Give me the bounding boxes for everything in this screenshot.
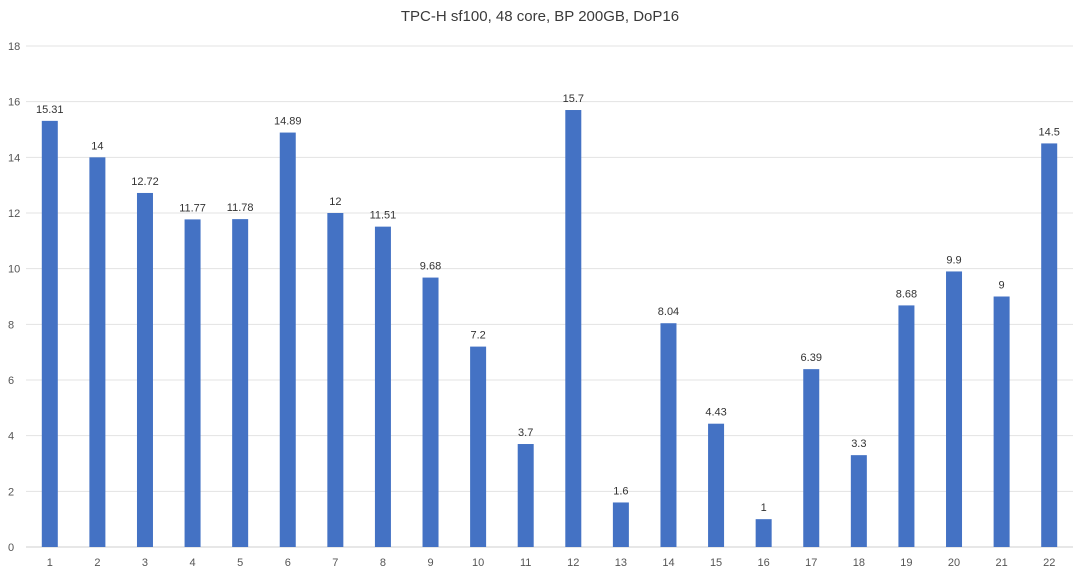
x-tick-label: 18 xyxy=(853,557,865,569)
bar-9 xyxy=(422,277,439,547)
x-tick-label: 9 xyxy=(427,557,433,569)
data-label: 9.68 xyxy=(420,261,441,273)
bar-7 xyxy=(327,213,344,547)
bar-18 xyxy=(850,455,867,547)
y-tick-label: 0 xyxy=(8,542,14,554)
data-label: 14 xyxy=(91,140,103,152)
bar-11 xyxy=(517,444,534,547)
x-tick-label: 17 xyxy=(805,557,817,569)
data-label: 3.7 xyxy=(518,427,533,439)
y-tick-label: 2 xyxy=(8,486,14,498)
x-axis: 1 2 3 4 5 6 7 8 9 10 11 12 13 14 15 16 17 18 19 20 21 22 xyxy=(47,557,1056,569)
bar-12 xyxy=(565,110,582,548)
y-tick-label: 4 xyxy=(8,431,14,443)
bar-17 xyxy=(803,369,820,547)
data-label: 8.68 xyxy=(896,288,917,300)
data-label: 12 xyxy=(329,196,341,208)
bar-16 xyxy=(755,519,772,547)
data-label: 6.39 xyxy=(801,352,822,364)
bar-21 xyxy=(993,296,1010,547)
bar-14 xyxy=(660,323,677,547)
bar-8 xyxy=(374,226,391,547)
y-tick-label: 14 xyxy=(8,152,20,164)
bar-10 xyxy=(470,346,487,547)
x-tick-label: 15 xyxy=(710,557,722,569)
chart-title: TPC-H sf100, 48 core, BP 200GB, DoP16 xyxy=(400,8,680,25)
data-label: 15.31 xyxy=(36,104,64,116)
data-label: 9 xyxy=(999,280,1005,292)
x-tick-label: 22 xyxy=(1043,557,1055,569)
x-tick-label: 16 xyxy=(758,557,770,569)
bar-1 xyxy=(41,120,58,547)
bar-15 xyxy=(708,423,725,547)
bar-4 xyxy=(184,219,201,547)
data-label: 14.89 xyxy=(274,116,302,128)
data-label: 9.9 xyxy=(946,254,961,266)
y-tick-label: 16 xyxy=(8,97,20,109)
x-tick-label: 11 xyxy=(520,557,531,569)
y-tick-label: 8 xyxy=(8,319,14,331)
x-tick-label: 5 xyxy=(237,557,243,569)
x-tick-label: 7 xyxy=(332,557,338,569)
y-tick-label: 12 xyxy=(8,208,20,220)
data-label: 8.04 xyxy=(658,306,679,318)
data-label: 3.3 xyxy=(851,438,866,450)
data-label: 14.5 xyxy=(1038,126,1059,138)
data-label: 12.72 xyxy=(131,176,159,188)
bar-6 xyxy=(279,132,296,548)
bars xyxy=(41,110,1058,548)
data-label: 7.2 xyxy=(470,330,485,342)
y-tick-label: 18 xyxy=(8,41,20,53)
bar-20 xyxy=(946,271,963,547)
x-tick-label: 2 xyxy=(94,557,100,569)
bar-13 xyxy=(612,502,629,547)
data-label: 1.6 xyxy=(613,485,628,497)
x-tick-label: 12 xyxy=(567,557,579,569)
data-label: 4.43 xyxy=(705,407,726,419)
data-label: 11.51 xyxy=(370,210,397,222)
data-label: 1 xyxy=(761,502,767,514)
x-tick-label: 1 xyxy=(47,557,53,569)
bar-19 xyxy=(898,305,915,547)
bar-3 xyxy=(136,192,153,547)
data-label: 15.7 xyxy=(563,93,584,105)
x-tick-label: 10 xyxy=(472,557,484,569)
bar-2 xyxy=(89,157,106,548)
x-tick-label: 4 xyxy=(190,557,196,569)
data-labels: 15.31 14 12.72 11.77 11.78 14.89 12 11.51 9.68 7.… xyxy=(36,93,1060,514)
data-label: 11.78 xyxy=(227,202,254,214)
data-label: 11.77 xyxy=(179,202,206,214)
bar-22 xyxy=(1041,143,1058,547)
y-tick-label: 10 xyxy=(8,264,20,276)
x-tick-label: 6 xyxy=(285,557,291,569)
x-tick-label: 20 xyxy=(948,557,960,569)
x-tick-label: 19 xyxy=(900,557,912,569)
x-tick-label: 8 xyxy=(380,557,386,569)
y-axis: 0 2 4 6 8 10 12 14 16 18 xyxy=(8,41,20,554)
x-tick-label: 3 xyxy=(142,557,148,569)
y-tick-label: 6 xyxy=(8,375,14,387)
x-tick-label: 14 xyxy=(662,557,674,569)
x-tick-label: 13 xyxy=(615,557,627,569)
bar-5 xyxy=(232,219,249,547)
x-tick-label: 21 xyxy=(995,557,1007,569)
